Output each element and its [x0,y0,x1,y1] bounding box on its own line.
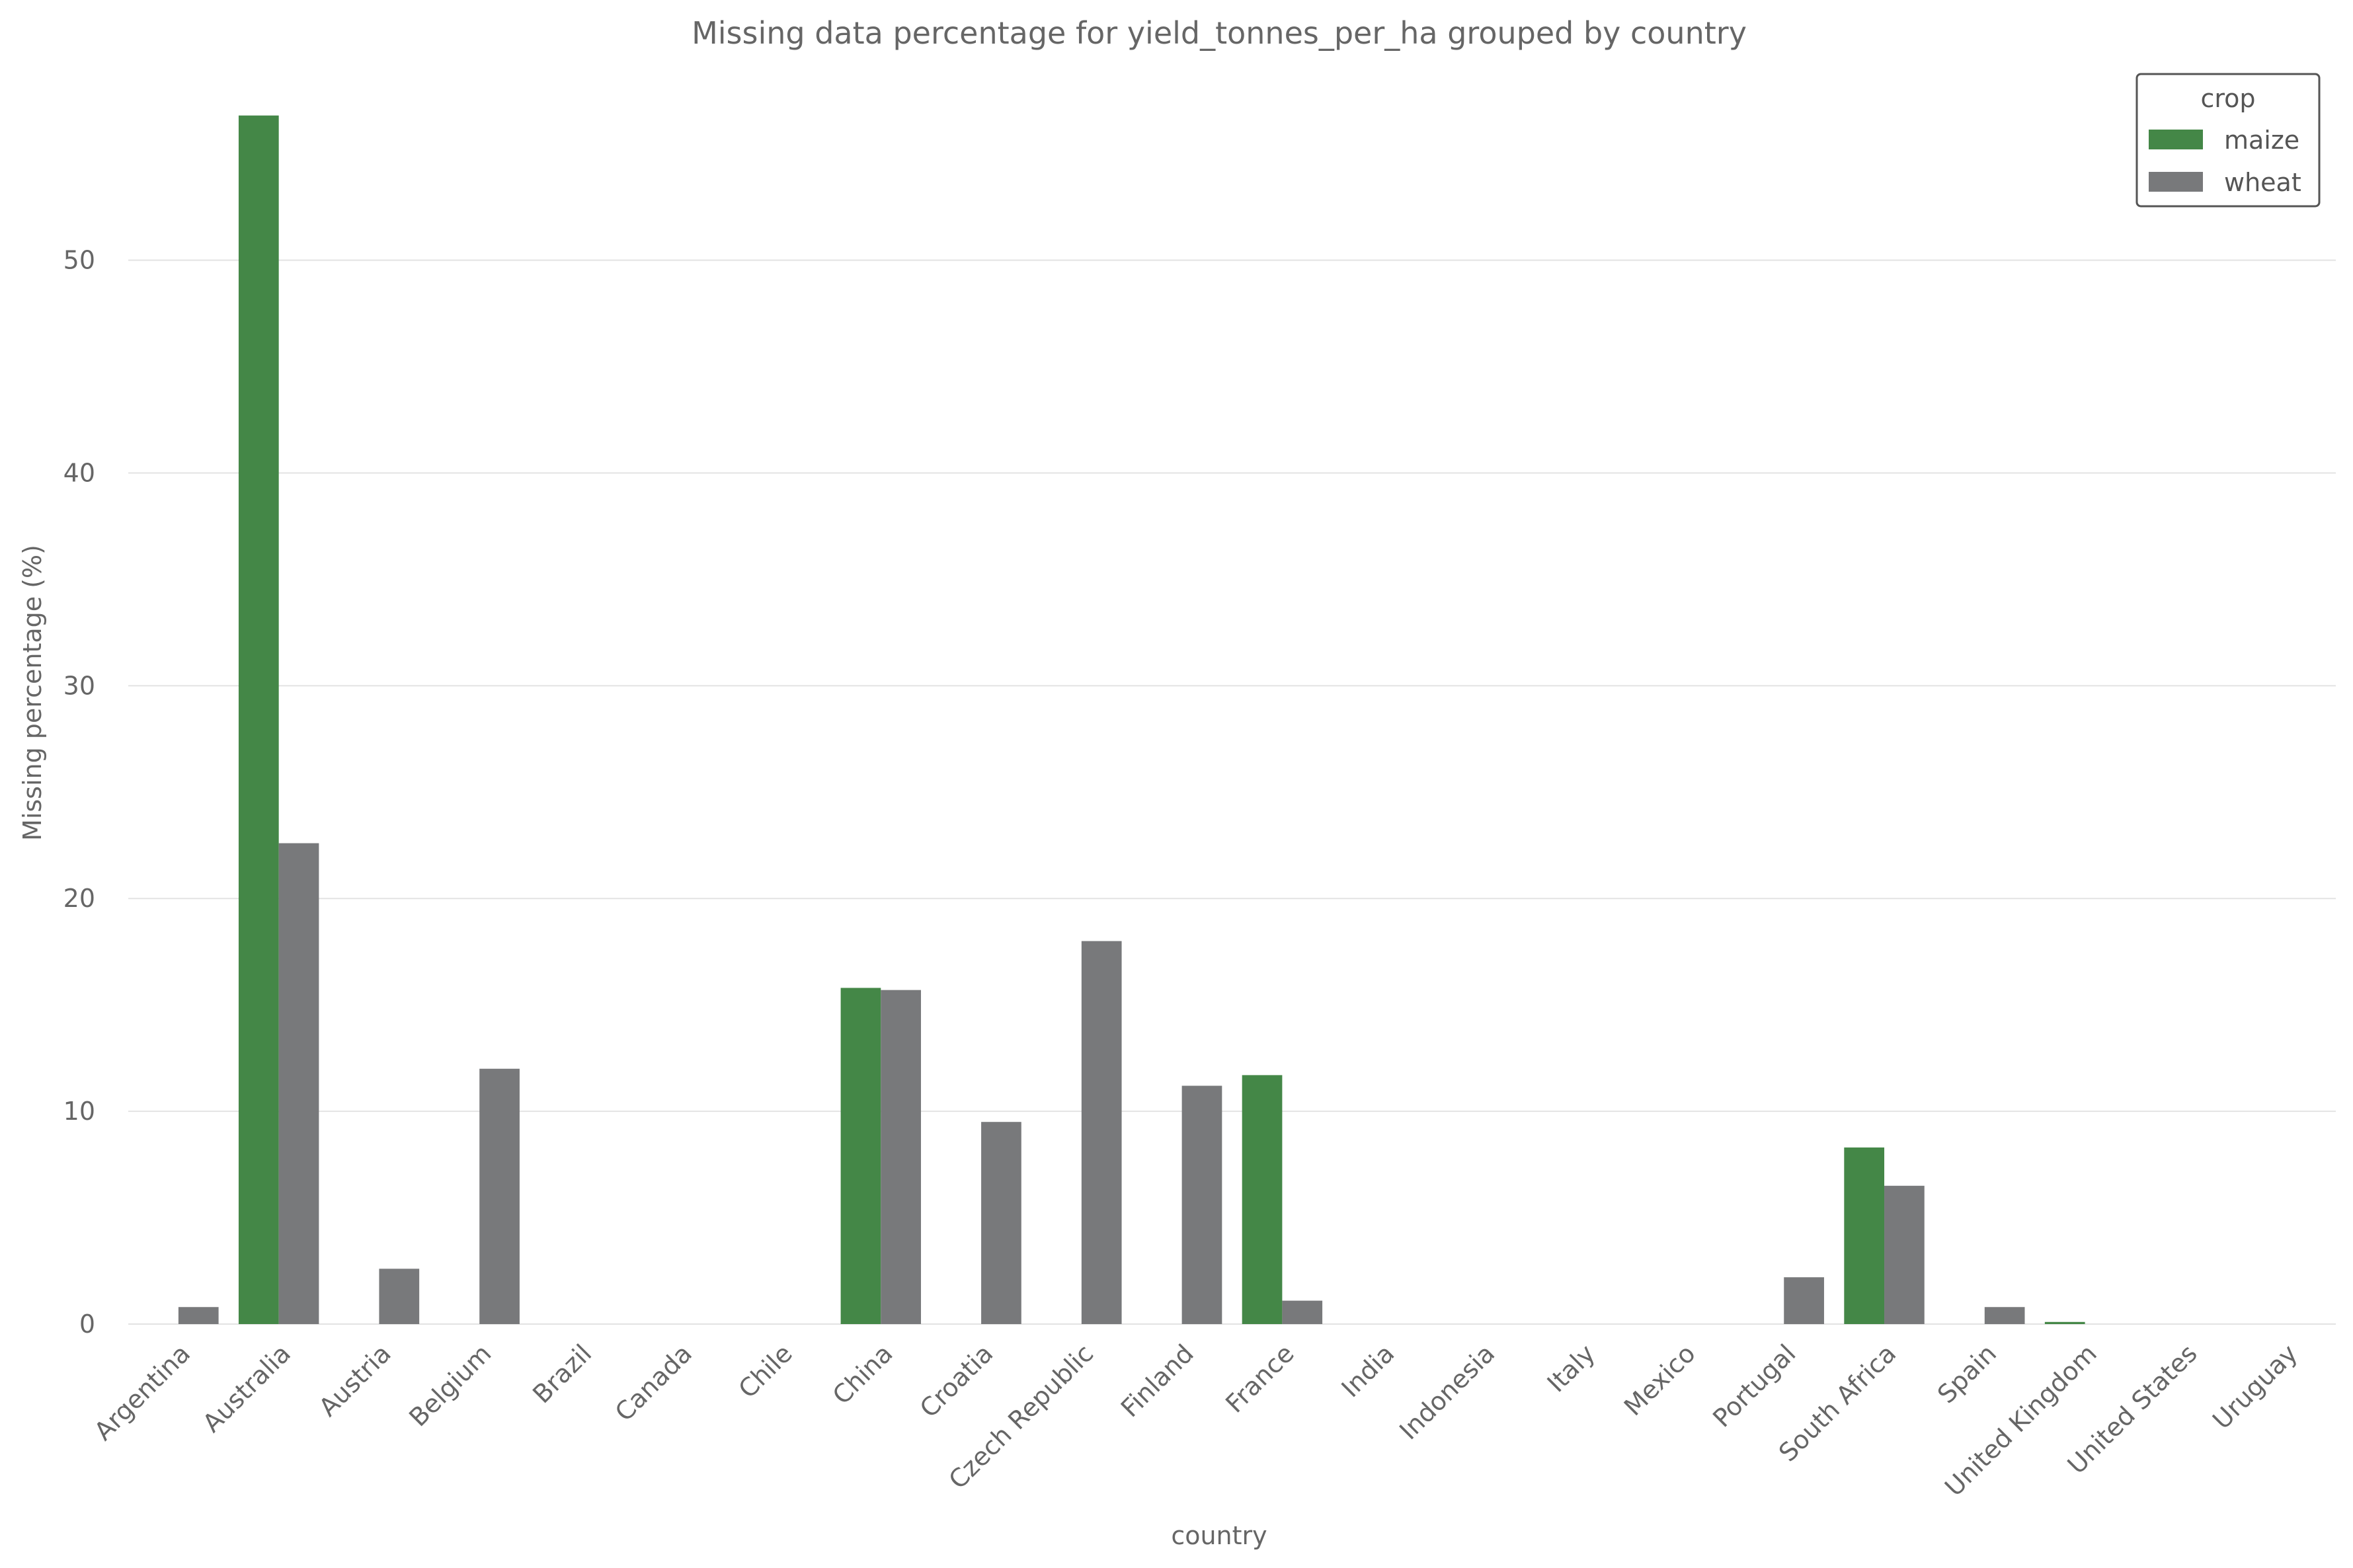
y-tick-labels: 0 10 20 30 40 50 [63,246,95,1339]
x-tick-label: Uruguay [2207,1339,2303,1434]
bar-wheat [881,990,922,1324]
x-tick-label: France [1220,1339,1299,1418]
x-tick-labels: Argentina Australia Austria Belgium Brazil Ca… [89,1339,2303,1502]
legend-swatch-wheat [2149,172,2203,192]
y-tick-label: 40 [63,458,95,487]
bar-wheat [1081,941,1122,1324]
bar-wheat [1884,1185,1925,1324]
bar-wheat [1282,1300,1323,1324]
bar-wheat [278,843,319,1324]
x-axis-label: country [1171,1521,1267,1550]
x-tick-label: Croatia [914,1339,999,1423]
y-tick-label: 10 [63,1097,95,1126]
y-tick-label: 0 [79,1310,95,1339]
bars [178,115,2085,1324]
bar-wheat [178,1307,219,1324]
legend-label-wheat: wheat [2224,168,2301,197]
bar-wheat [1984,1307,2025,1324]
x-tick-label: Australia [197,1339,296,1438]
grid-lines [128,259,2336,1325]
bar-wheat [479,1068,520,1324]
x-tick-label: Italy [1542,1339,1601,1397]
legend-title: crop [2200,84,2255,113]
x-tick-label: India [1336,1339,1400,1403]
x-tick-label: Spain [1932,1339,2002,1409]
x-tick-label: China [827,1339,898,1410]
x-tick-label: Belgium [403,1339,497,1432]
legend-label-maize: maize [2224,126,2299,155]
bar-wheat [1784,1277,1824,1324]
x-tick-label: Chile [733,1339,798,1403]
y-tick-label: 20 [63,884,95,913]
x-tick-label: Canada [610,1339,698,1427]
y-tick-label: 50 [63,246,95,275]
x-tick-label: Portugal [1707,1339,1801,1432]
bar-maize [238,115,279,1324]
y-tick-label: 30 [63,671,95,700]
x-tick-label: Brazil [527,1339,597,1409]
x-tick-label: Argentina [89,1339,196,1446]
x-tick-label: Austria [313,1339,397,1422]
bar-wheat [981,1122,1021,1324]
x-tick-label: Indonesia [1394,1339,1500,1445]
x-tick-label: Mexico [1618,1339,1701,1421]
x-tick-label: Finland [1115,1339,1199,1423]
bar-maize [1844,1147,1885,1324]
bar-maize [2044,1321,2085,1324]
bar-maize [1242,1075,1283,1324]
bar-wheat [1181,1085,1222,1324]
legend-swatch-maize [2149,130,2203,149]
y-axis-label: Missing percentage (%) [18,545,47,841]
bar-wheat [379,1269,420,1324]
chart-title: Missing data percentage for yield_tonnes… [692,15,1747,51]
legend: crop maize wheat [2135,73,2321,208]
bar-maize [840,988,881,1324]
